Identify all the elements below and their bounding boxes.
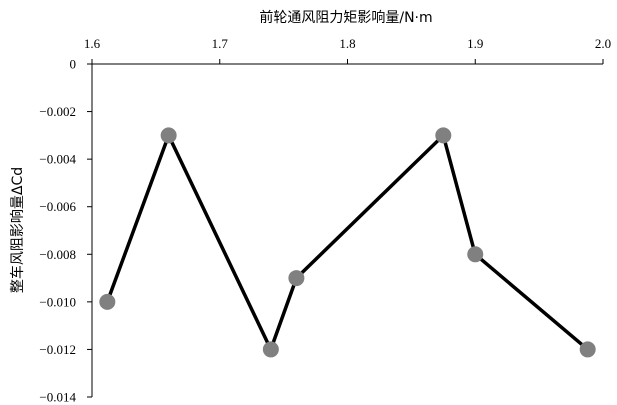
y-tick-label: −0.012 (39, 342, 76, 357)
y-tick-label: −0.002 (39, 104, 76, 119)
data-point (160, 127, 177, 144)
data-point (288, 270, 305, 287)
data-point (99, 293, 116, 310)
data-point (262, 341, 279, 358)
y-tick-label: −0.014 (39, 390, 76, 405)
y-tick-label: −0.004 (39, 152, 76, 167)
y-tick-label: −0.008 (39, 247, 76, 262)
data-point (579, 341, 596, 358)
x-tick-label: 1.7 (212, 36, 229, 51)
x-axis-title: 前轮通风阻力矩影响量/N·m (259, 9, 432, 26)
y-axis-label: 整车风阻影响量ΔCd (9, 167, 26, 293)
data-point (467, 246, 484, 263)
data-point (435, 127, 452, 144)
y-axis-ticks: 0 −0.002 −0.004 −0.006 −0.008 −0.010 −0.012 −0.… (39, 57, 92, 405)
y-tick-label: −0.010 (39, 294, 76, 309)
x-axis-ticks: 1.6 1.7 1.8 1.9 2.0 (84, 36, 611, 64)
series-line (105, 130, 589, 354)
series-layer (99, 127, 596, 358)
y-tick-label: −0.006 (39, 199, 76, 214)
x-tick-label: 2.0 (595, 36, 611, 51)
x-tick-label: 1.9 (467, 36, 483, 51)
y-tick-label: 0 (70, 57, 77, 72)
x-tick-label: 1.8 (339, 36, 355, 51)
x-tick-label: 1.6 (84, 36, 101, 51)
